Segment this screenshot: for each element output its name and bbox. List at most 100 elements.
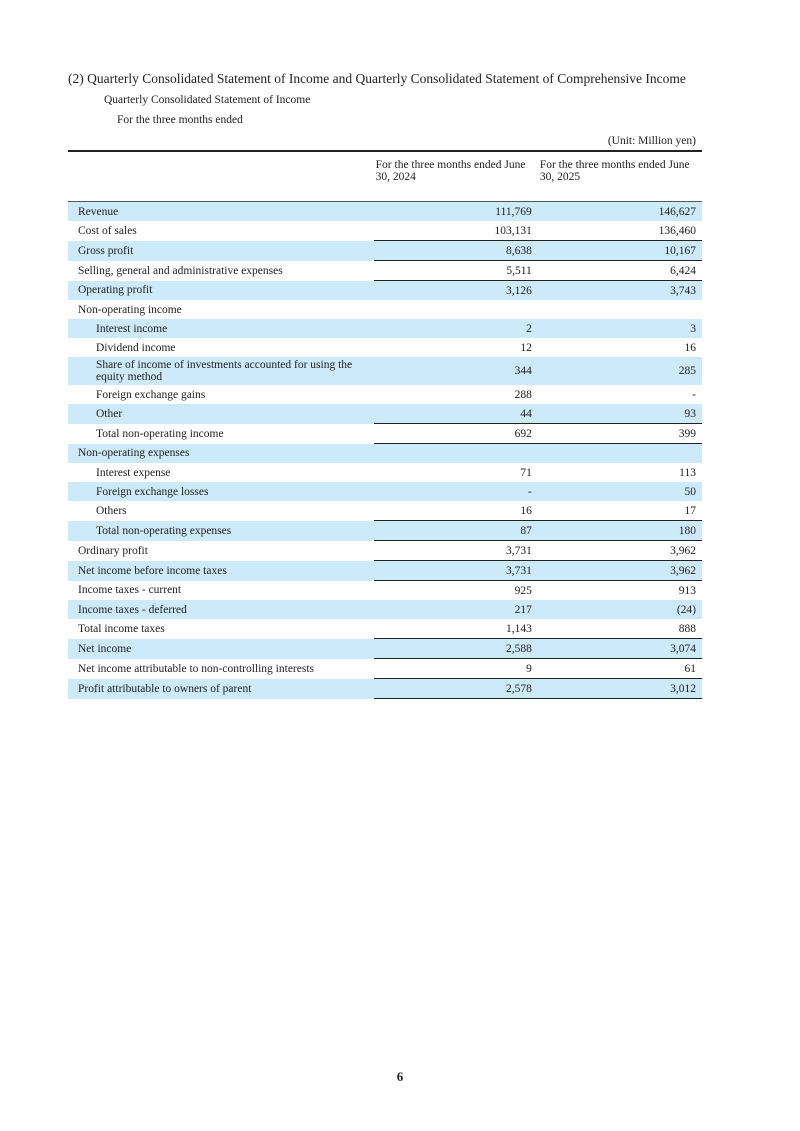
row-label: Gross profit xyxy=(68,240,374,261)
table-row: Interest income 2 3 xyxy=(68,319,702,338)
row-label: Share of income of investments accounted… xyxy=(68,357,374,385)
table-row: Revenue 111,769 146,627 xyxy=(68,201,702,221)
row-label: Net income attributable to non-controlli… xyxy=(78,662,315,675)
row-label: Profit attributable to owners of parent xyxy=(68,678,374,699)
table-row: Income taxes - current 925 913 xyxy=(68,580,702,600)
row-label: Total non-operating expenses xyxy=(68,520,374,541)
row-value: 2 xyxy=(373,319,538,338)
row-value: 344 xyxy=(373,357,538,385)
row-value: 3,731 xyxy=(373,540,538,561)
row-value: 888 xyxy=(678,622,696,635)
row-value: 692 xyxy=(373,423,538,444)
table-row: Foreign exchange gains 288 - xyxy=(68,385,702,404)
row-value: 12 xyxy=(520,341,532,354)
section-title: (2) Quarterly Consolidated Statement of … xyxy=(68,71,686,86)
row-value: 16 xyxy=(684,341,697,354)
table-row: Share of income of investments accounted… xyxy=(68,357,702,385)
row-value: 925 xyxy=(373,580,538,600)
row-value: (24) xyxy=(537,600,702,619)
row-value: 3,962 xyxy=(537,540,702,561)
table-row: Total non-operating expenses 87 180 xyxy=(68,520,702,541)
row-label: Selling, general and administrative expe… xyxy=(78,264,283,277)
row-label: Foreign exchange losses xyxy=(68,482,374,501)
period-label: For the three months ended xyxy=(117,114,243,126)
row-value: 50 xyxy=(537,482,702,501)
row-label: Foreign exchange gains xyxy=(96,388,206,401)
row-value: 111,769 xyxy=(373,201,538,221)
row-value: 399 xyxy=(537,423,702,444)
row-value: 1,143 xyxy=(505,622,532,635)
statement-subtitle: Quarterly Consolidated Statement of Inco… xyxy=(104,94,311,106)
row-value: 913 xyxy=(537,580,702,600)
table-row: Interest expense 71 113 xyxy=(68,463,702,482)
row-value xyxy=(538,300,702,319)
row-value: 3,731 xyxy=(373,560,538,581)
table-top-rule xyxy=(68,150,702,152)
row-value: 3,962 xyxy=(537,560,702,581)
table-row: Profit attributable to owners of parent 2… xyxy=(68,678,702,699)
row-value: 136,460 xyxy=(658,224,696,237)
table-row: Dividend income 12 16 xyxy=(68,338,702,357)
table-row: Ordinary profit 3,731 3,962 xyxy=(68,540,702,561)
row-label: Net income xyxy=(68,638,374,659)
row-value: 61 xyxy=(537,658,702,679)
row-label: Income taxes - deferred xyxy=(68,600,374,619)
row-label: Dividend income xyxy=(96,341,176,354)
table-row: Income taxes - deferred 217 (24) xyxy=(68,600,702,619)
row-value: 3,012 xyxy=(537,678,702,699)
table-row: Non-operating income xyxy=(68,300,702,319)
table-row: Others 16 17 xyxy=(68,501,702,521)
row-label: Interest income xyxy=(68,319,374,338)
table-row: Net income before income taxes 3,731 3,962 xyxy=(68,560,702,581)
row-value: 10,167 xyxy=(537,240,702,261)
table-row: Total non-operating income 692 399 xyxy=(68,423,702,444)
row-label: Total non-operating income xyxy=(96,427,224,440)
row-value: 2,588 xyxy=(373,638,538,659)
table-row: Non-operating expenses xyxy=(68,443,702,463)
row-value: 6,424 xyxy=(537,260,702,281)
row-value: 71 xyxy=(520,466,532,479)
row-value xyxy=(373,443,538,463)
row-value xyxy=(537,443,702,463)
table-row: Gross profit 8,638 10,167 xyxy=(68,240,702,261)
table-header-row: For the three months ended June 30, 2024… xyxy=(68,152,702,202)
row-label: Non-operating expenses xyxy=(68,443,374,463)
row-label: Other xyxy=(68,404,374,424)
table-row: Foreign exchange losses -50 xyxy=(68,482,702,501)
row-value: 3,743 xyxy=(537,280,702,300)
row-value: 87 xyxy=(373,520,538,541)
row-label: Non-operating income xyxy=(78,303,182,316)
table-row: Cost of sales 103,131 136,460 xyxy=(68,221,702,241)
column-header: For the three months ended June 30, 2024 xyxy=(373,152,538,202)
row-value: 16 xyxy=(520,504,532,517)
row-value: 3 xyxy=(537,319,702,338)
table-row: Selling, general and administrative expe… xyxy=(68,260,702,281)
column-header: For the three months ended June 30, 2025 xyxy=(537,152,702,202)
row-value: 17 xyxy=(684,504,697,517)
table-row: Net income attributable to non-controlli… xyxy=(68,658,702,679)
row-value: 180 xyxy=(537,520,702,541)
table-row: Net income 2,588 3,074 xyxy=(68,638,702,659)
row-value: 93 xyxy=(537,404,702,424)
row-value xyxy=(374,300,538,319)
row-label: Total income taxes xyxy=(78,622,165,635)
row-value: 8,638 xyxy=(373,240,538,261)
row-label: Ordinary profit xyxy=(78,544,148,557)
table-row: Operating profit 3,126 3,743 xyxy=(68,280,702,300)
row-value: - xyxy=(692,388,696,401)
page-number: 6 xyxy=(396,1069,404,1084)
table-row: Other 44 93 xyxy=(68,404,702,424)
row-label: Income taxes - current xyxy=(78,584,182,597)
row-value: 217 xyxy=(373,600,538,619)
row-label: Net income before income taxes xyxy=(68,560,374,581)
income-statement-table: For the three months ended June 30, 2024… xyxy=(68,152,702,699)
row-value: 44 xyxy=(373,404,538,424)
row-value: 103,131 xyxy=(494,224,532,237)
row-value: 3,126 xyxy=(373,280,538,300)
row-value: 285 xyxy=(537,357,702,385)
row-value: 3,074 xyxy=(537,638,702,659)
row-label: Others xyxy=(96,504,127,517)
row-label: Revenue xyxy=(68,201,374,221)
unit-label: (Unit: Million yen) xyxy=(607,135,696,147)
row-value: 146,627 xyxy=(537,201,702,221)
